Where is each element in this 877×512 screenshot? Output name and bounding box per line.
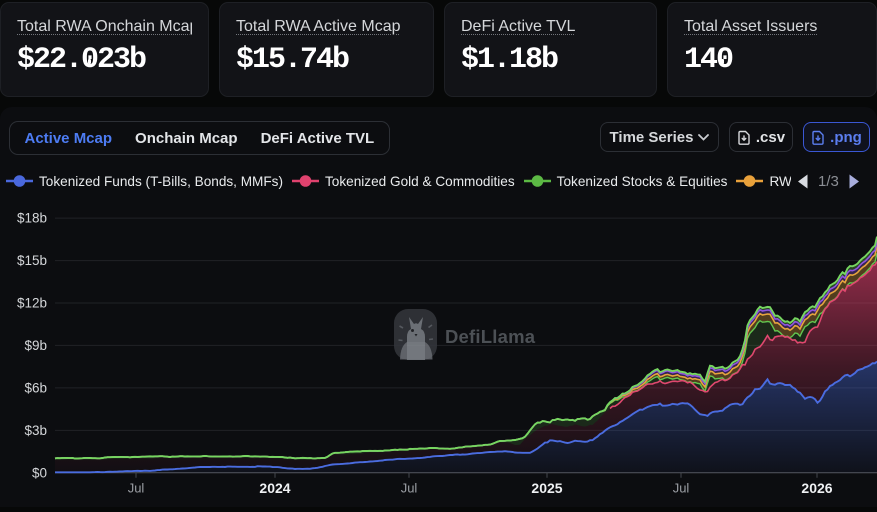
svg-text:$12b: $12b (17, 296, 47, 311)
svg-text:$15b: $15b (17, 253, 47, 268)
svg-text:Jul: Jul (673, 481, 690, 496)
svg-text:Jul: Jul (401, 481, 418, 496)
svg-text:2026: 2026 (801, 480, 832, 496)
svg-text:$3b: $3b (24, 423, 47, 438)
svg-text:Jul: Jul (128, 481, 145, 496)
svg-text:2024: 2024 (259, 480, 290, 496)
svg-text:$18b: $18b (17, 211, 47, 226)
svg-text:2025: 2025 (531, 480, 562, 496)
svg-text:$9b: $9b (24, 338, 47, 353)
svg-text:DefiLlama: DefiLlama (445, 326, 536, 347)
svg-text:$6b: $6b (24, 380, 47, 395)
svg-text:$0: $0 (32, 465, 47, 480)
